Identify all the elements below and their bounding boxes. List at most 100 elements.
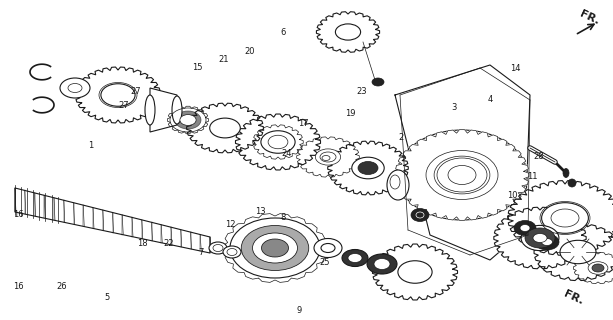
Ellipse shape	[253, 234, 297, 262]
Polygon shape	[223, 214, 327, 282]
Ellipse shape	[223, 246, 241, 258]
Text: 10: 10	[506, 191, 517, 200]
Ellipse shape	[101, 84, 135, 106]
Ellipse shape	[213, 244, 223, 252]
Text: 21: 21	[218, 55, 229, 64]
Text: 15: 15	[192, 63, 203, 72]
Text: 13: 13	[255, 207, 266, 216]
Ellipse shape	[172, 96, 182, 124]
Ellipse shape	[448, 165, 476, 185]
Text: 4: 4	[488, 95, 493, 104]
Text: FR.: FR.	[562, 289, 585, 307]
Ellipse shape	[525, 228, 555, 248]
Text: 27: 27	[131, 87, 142, 96]
Polygon shape	[186, 103, 264, 153]
Ellipse shape	[533, 234, 547, 243]
Text: 18: 18	[137, 239, 148, 248]
Ellipse shape	[541, 238, 552, 245]
Ellipse shape	[374, 259, 390, 269]
Text: 6: 6	[281, 28, 286, 36]
Ellipse shape	[227, 249, 237, 255]
Text: 2: 2	[399, 133, 404, 142]
Ellipse shape	[242, 226, 309, 270]
Ellipse shape	[437, 158, 487, 192]
Polygon shape	[316, 12, 379, 52]
Ellipse shape	[542, 203, 588, 233]
Ellipse shape	[268, 135, 288, 149]
Ellipse shape	[68, 84, 82, 92]
Ellipse shape	[372, 78, 384, 86]
Polygon shape	[534, 223, 613, 281]
Text: 12: 12	[224, 220, 235, 228]
Text: 27: 27	[118, 101, 129, 110]
Text: 1: 1	[88, 141, 93, 150]
Ellipse shape	[588, 262, 608, 274]
Ellipse shape	[230, 218, 320, 278]
Text: 7: 7	[199, 248, 204, 257]
Ellipse shape	[387, 170, 409, 200]
Ellipse shape	[335, 24, 360, 40]
Ellipse shape	[210, 118, 240, 138]
Ellipse shape	[367, 254, 397, 274]
Text: 23: 23	[356, 87, 367, 96]
Text: 20: 20	[245, 47, 256, 56]
Text: 24: 24	[281, 149, 292, 158]
Polygon shape	[373, 244, 457, 300]
Text: 19: 19	[345, 109, 356, 118]
Polygon shape	[15, 188, 210, 253]
Circle shape	[568, 179, 576, 187]
Ellipse shape	[535, 234, 559, 250]
Ellipse shape	[560, 240, 596, 264]
Polygon shape	[253, 125, 303, 159]
Text: 17: 17	[298, 119, 309, 128]
Polygon shape	[328, 141, 408, 195]
Ellipse shape	[209, 242, 227, 254]
Ellipse shape	[314, 238, 342, 258]
Ellipse shape	[352, 157, 384, 179]
Ellipse shape	[348, 253, 362, 262]
Ellipse shape	[551, 209, 579, 227]
Polygon shape	[395, 130, 529, 220]
Text: 16: 16	[13, 282, 24, 291]
Polygon shape	[297, 137, 359, 177]
Text: 28: 28	[533, 152, 544, 161]
Ellipse shape	[180, 115, 196, 125]
Polygon shape	[235, 114, 321, 170]
Ellipse shape	[321, 244, 335, 252]
Ellipse shape	[563, 169, 569, 178]
Polygon shape	[508, 181, 613, 255]
Ellipse shape	[145, 95, 155, 125]
Ellipse shape	[261, 131, 295, 153]
Polygon shape	[167, 106, 208, 134]
Ellipse shape	[592, 264, 604, 272]
Text: 3: 3	[451, 103, 456, 112]
Text: 11: 11	[527, 172, 538, 180]
Text: 9: 9	[297, 306, 302, 315]
Ellipse shape	[262, 239, 289, 257]
Ellipse shape	[434, 156, 490, 194]
Ellipse shape	[316, 149, 341, 165]
Polygon shape	[150, 88, 177, 132]
Polygon shape	[75, 67, 161, 123]
Ellipse shape	[520, 225, 530, 231]
Ellipse shape	[320, 152, 336, 162]
Ellipse shape	[175, 111, 201, 129]
Ellipse shape	[342, 250, 368, 267]
Ellipse shape	[398, 261, 432, 283]
Text: 22: 22	[163, 239, 174, 248]
Ellipse shape	[397, 130, 527, 220]
Polygon shape	[494, 207, 586, 269]
Ellipse shape	[253, 233, 297, 263]
Text: FR.: FR.	[579, 9, 601, 27]
Polygon shape	[573, 252, 613, 284]
Text: 16: 16	[13, 210, 24, 219]
Ellipse shape	[60, 78, 90, 98]
Text: 25: 25	[319, 258, 330, 267]
Text: 8: 8	[281, 213, 286, 222]
Ellipse shape	[411, 209, 429, 221]
Ellipse shape	[358, 162, 378, 174]
Ellipse shape	[514, 220, 536, 236]
Text: 5: 5	[105, 293, 110, 302]
Text: 26: 26	[56, 282, 67, 291]
Text: 14: 14	[509, 64, 520, 73]
